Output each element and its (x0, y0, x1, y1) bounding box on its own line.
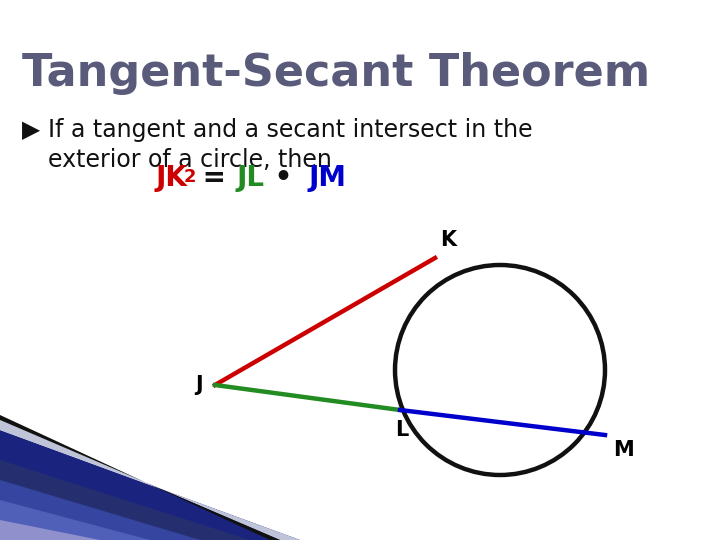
Text: =: = (193, 164, 235, 192)
Text: ▶: ▶ (22, 118, 40, 142)
Text: JK: JK (155, 164, 187, 192)
Polygon shape (0, 415, 280, 540)
Text: 2: 2 (184, 168, 197, 186)
Text: JL: JL (236, 164, 264, 192)
Polygon shape (0, 460, 250, 540)
Polygon shape (0, 420, 300, 540)
Text: exterior of a circle, then: exterior of a circle, then (48, 148, 332, 172)
Text: Tangent-Secant Theorem: Tangent-Secant Theorem (22, 52, 650, 95)
Polygon shape (0, 480, 200, 540)
Text: If a tangent and a secant intersect in the: If a tangent and a secant intersect in t… (48, 118, 533, 142)
Text: •: • (265, 164, 302, 192)
Text: M: M (613, 440, 634, 460)
Text: K: K (440, 230, 456, 250)
Polygon shape (0, 430, 300, 540)
Polygon shape (0, 520, 100, 540)
Text: JM: JM (308, 164, 346, 192)
Polygon shape (0, 500, 150, 540)
Text: L: L (395, 420, 409, 440)
Text: J: J (195, 375, 203, 395)
